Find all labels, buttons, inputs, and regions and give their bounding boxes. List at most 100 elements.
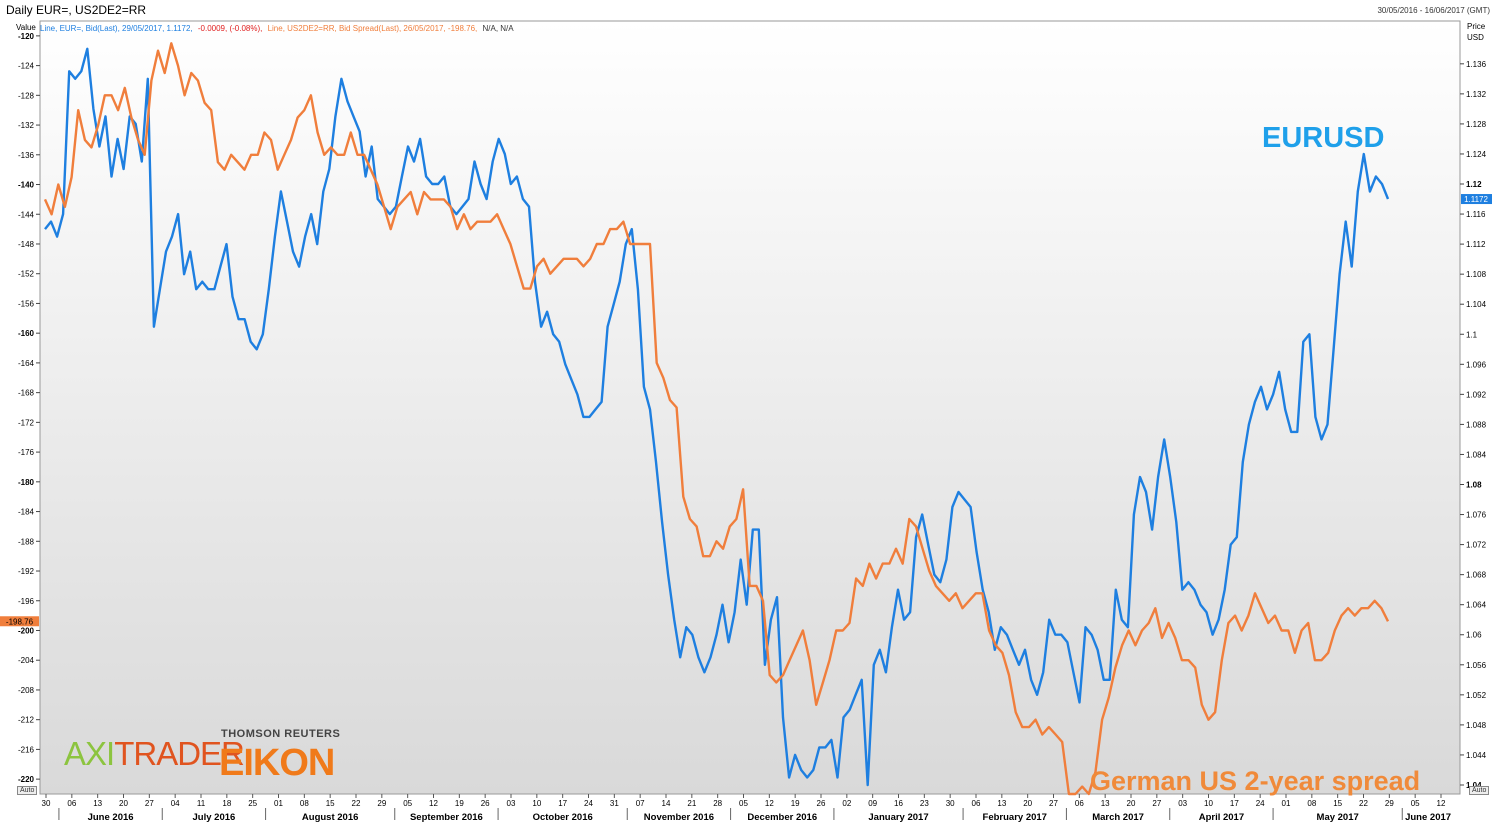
x-tick-label: 10: [532, 799, 541, 808]
series-us2de2-rr: [43, 42, 1390, 796]
left-tick-label: -204: [18, 656, 35, 665]
x-tick-label: 04: [171, 799, 180, 808]
right-tick-label: 1.048: [1466, 721, 1487, 730]
x-tick-label: 15: [326, 799, 335, 808]
month-label: August 2016: [302, 812, 359, 823]
right-axis-unit: USD: [1467, 33, 1484, 42]
x-tick-label: 18: [222, 799, 231, 808]
x-tick-label: 22: [1359, 799, 1368, 808]
left-tick-label: -132: [18, 121, 35, 130]
x-tick-label: 01: [274, 799, 283, 808]
right-tick-label: 1.084: [1466, 450, 1487, 459]
eurusd-annotation: EURUSD: [1262, 122, 1385, 154]
x-tick-label: 26: [817, 799, 826, 808]
left-tick-label: -220: [18, 775, 35, 784]
x-tick-label: 27: [1152, 799, 1161, 808]
left-tick-label: -216: [18, 745, 35, 754]
left-auto-button[interactable]: Auto: [17, 786, 38, 795]
x-tick-label: 12: [429, 799, 438, 808]
left-tick-label: -180: [18, 478, 35, 487]
month-label: June 2017: [1405, 812, 1451, 823]
x-tick-label: 19: [455, 799, 464, 808]
legend-spread: Line, US2DE2=RR, Bid Spread(Last), 26/05…: [267, 24, 478, 33]
left-tick-label: -140: [18, 181, 35, 190]
right-tick-label: 1.136: [1466, 60, 1487, 69]
left-value-tag-label: -198.76: [6, 617, 34, 626]
right-axis: 1.04 1.044 1.048 1.052 1.056 1.06 1.064 1.068 1.…: [1460, 60, 1487, 790]
x-tick-label: 23: [920, 799, 929, 808]
legend-eur-change: -0.0009, (-0.08%),: [197, 24, 263, 33]
right-tick-label: 1.116: [1466, 210, 1486, 219]
thomson-reuters-logo: THOMSON REUTERS: [221, 728, 341, 740]
left-tick-label: -208: [18, 686, 35, 695]
left-tick-label: -164: [18, 359, 35, 368]
right-tick-label: 1.108: [1466, 270, 1487, 279]
left-tick-label: -200: [18, 626, 35, 635]
month-label: April 2017: [1199, 812, 1244, 823]
left-tick-label: -212: [18, 716, 35, 725]
x-tick-label: 16: [894, 799, 903, 808]
x-tick-label: 02: [842, 799, 851, 808]
right-value-tag-label: 1.1172: [1464, 195, 1488, 204]
x-tick-label: 03: [1178, 799, 1187, 808]
left-tick-label: -136: [18, 151, 35, 160]
x-tick-label: 19: [791, 799, 800, 808]
left-axis-caption: Value: [16, 23, 36, 32]
series-eur-: [44, 47, 1390, 787]
left-tick-label: -144: [18, 210, 35, 219]
left-tick-label: -184: [18, 508, 35, 517]
right-tick-label: 1.096: [1466, 360, 1487, 369]
x-tick-label: 20: [1023, 799, 1032, 808]
month-label: November 2016: [644, 812, 714, 823]
month-label: June 2016: [88, 812, 134, 823]
left-tick-label: -168: [18, 389, 35, 398]
x-tick-label: 24: [584, 799, 593, 808]
x-tick-label: 30: [42, 799, 51, 808]
x-tick-label: 20: [119, 799, 128, 808]
right-auto-button[interactable]: Auto: [1469, 786, 1490, 795]
legend: Line, EUR=, Bid(Last), 29/05/2017, 1.117…: [40, 24, 517, 33]
last-value-tags: 1.1172 -198.76: [0, 194, 1492, 627]
x-tick-label: 03: [507, 799, 516, 808]
x-tick-label: 15: [1333, 799, 1342, 808]
x-tick-label: 06: [1075, 799, 1084, 808]
right-tick-label: 1.124: [1466, 150, 1487, 159]
right-axis-caption: Price: [1467, 22, 1486, 31]
x-tick-label: 13: [1101, 799, 1110, 808]
x-tick-label: 07: [636, 799, 645, 808]
right-tick-label: 1.064: [1466, 601, 1487, 610]
month-label: January 2017: [868, 812, 928, 823]
series-layer: [43, 42, 1390, 796]
left-tick-label: -148: [18, 240, 35, 249]
x-tick-label: 27: [145, 799, 154, 808]
right-value-tag: [1461, 194, 1492, 205]
month-label: September 2016: [410, 812, 483, 823]
right-tick-label: 1.12: [1466, 180, 1482, 189]
date-range: 30/05/2016 - 16/06/2017 (GMT): [1377, 6, 1490, 15]
x-tick-label: 12: [765, 799, 774, 808]
right-tick-label: 1.1: [1466, 330, 1478, 339]
x-tick-label: 12: [1437, 799, 1446, 808]
right-tick-label: 1.056: [1466, 661, 1487, 670]
x-tick-label: 25: [248, 799, 257, 808]
x-tick-label: 14: [662, 799, 671, 808]
x-tick-label: 05: [739, 799, 748, 808]
right-tick-label: 1.052: [1466, 691, 1487, 700]
right-tick-label: 1.112: [1466, 240, 1486, 249]
left-tick-label: -120: [18, 32, 35, 41]
x-tick-label: 26: [481, 799, 490, 808]
x-tick-label: 01: [1282, 799, 1291, 808]
month-label: May 2017: [1317, 812, 1359, 823]
right-tick-label: 1.068: [1466, 571, 1487, 580]
left-tick-label: -176: [18, 448, 35, 457]
right-tick-label: 1.104: [1466, 300, 1487, 309]
eikon-logo: EIKON: [219, 742, 335, 784]
month-label: February 2017: [983, 812, 1047, 823]
right-tick-label: 1.088: [1466, 420, 1487, 429]
x-tick-label: 28: [713, 799, 722, 808]
left-tick-label: -156: [18, 299, 35, 308]
left-axis: -120 -124 -128 -132 -136 -140 -144 -148 -152 -156…: [18, 32, 40, 784]
x-tick-label: 06: [67, 799, 76, 808]
month-label: October 2016: [533, 812, 593, 823]
